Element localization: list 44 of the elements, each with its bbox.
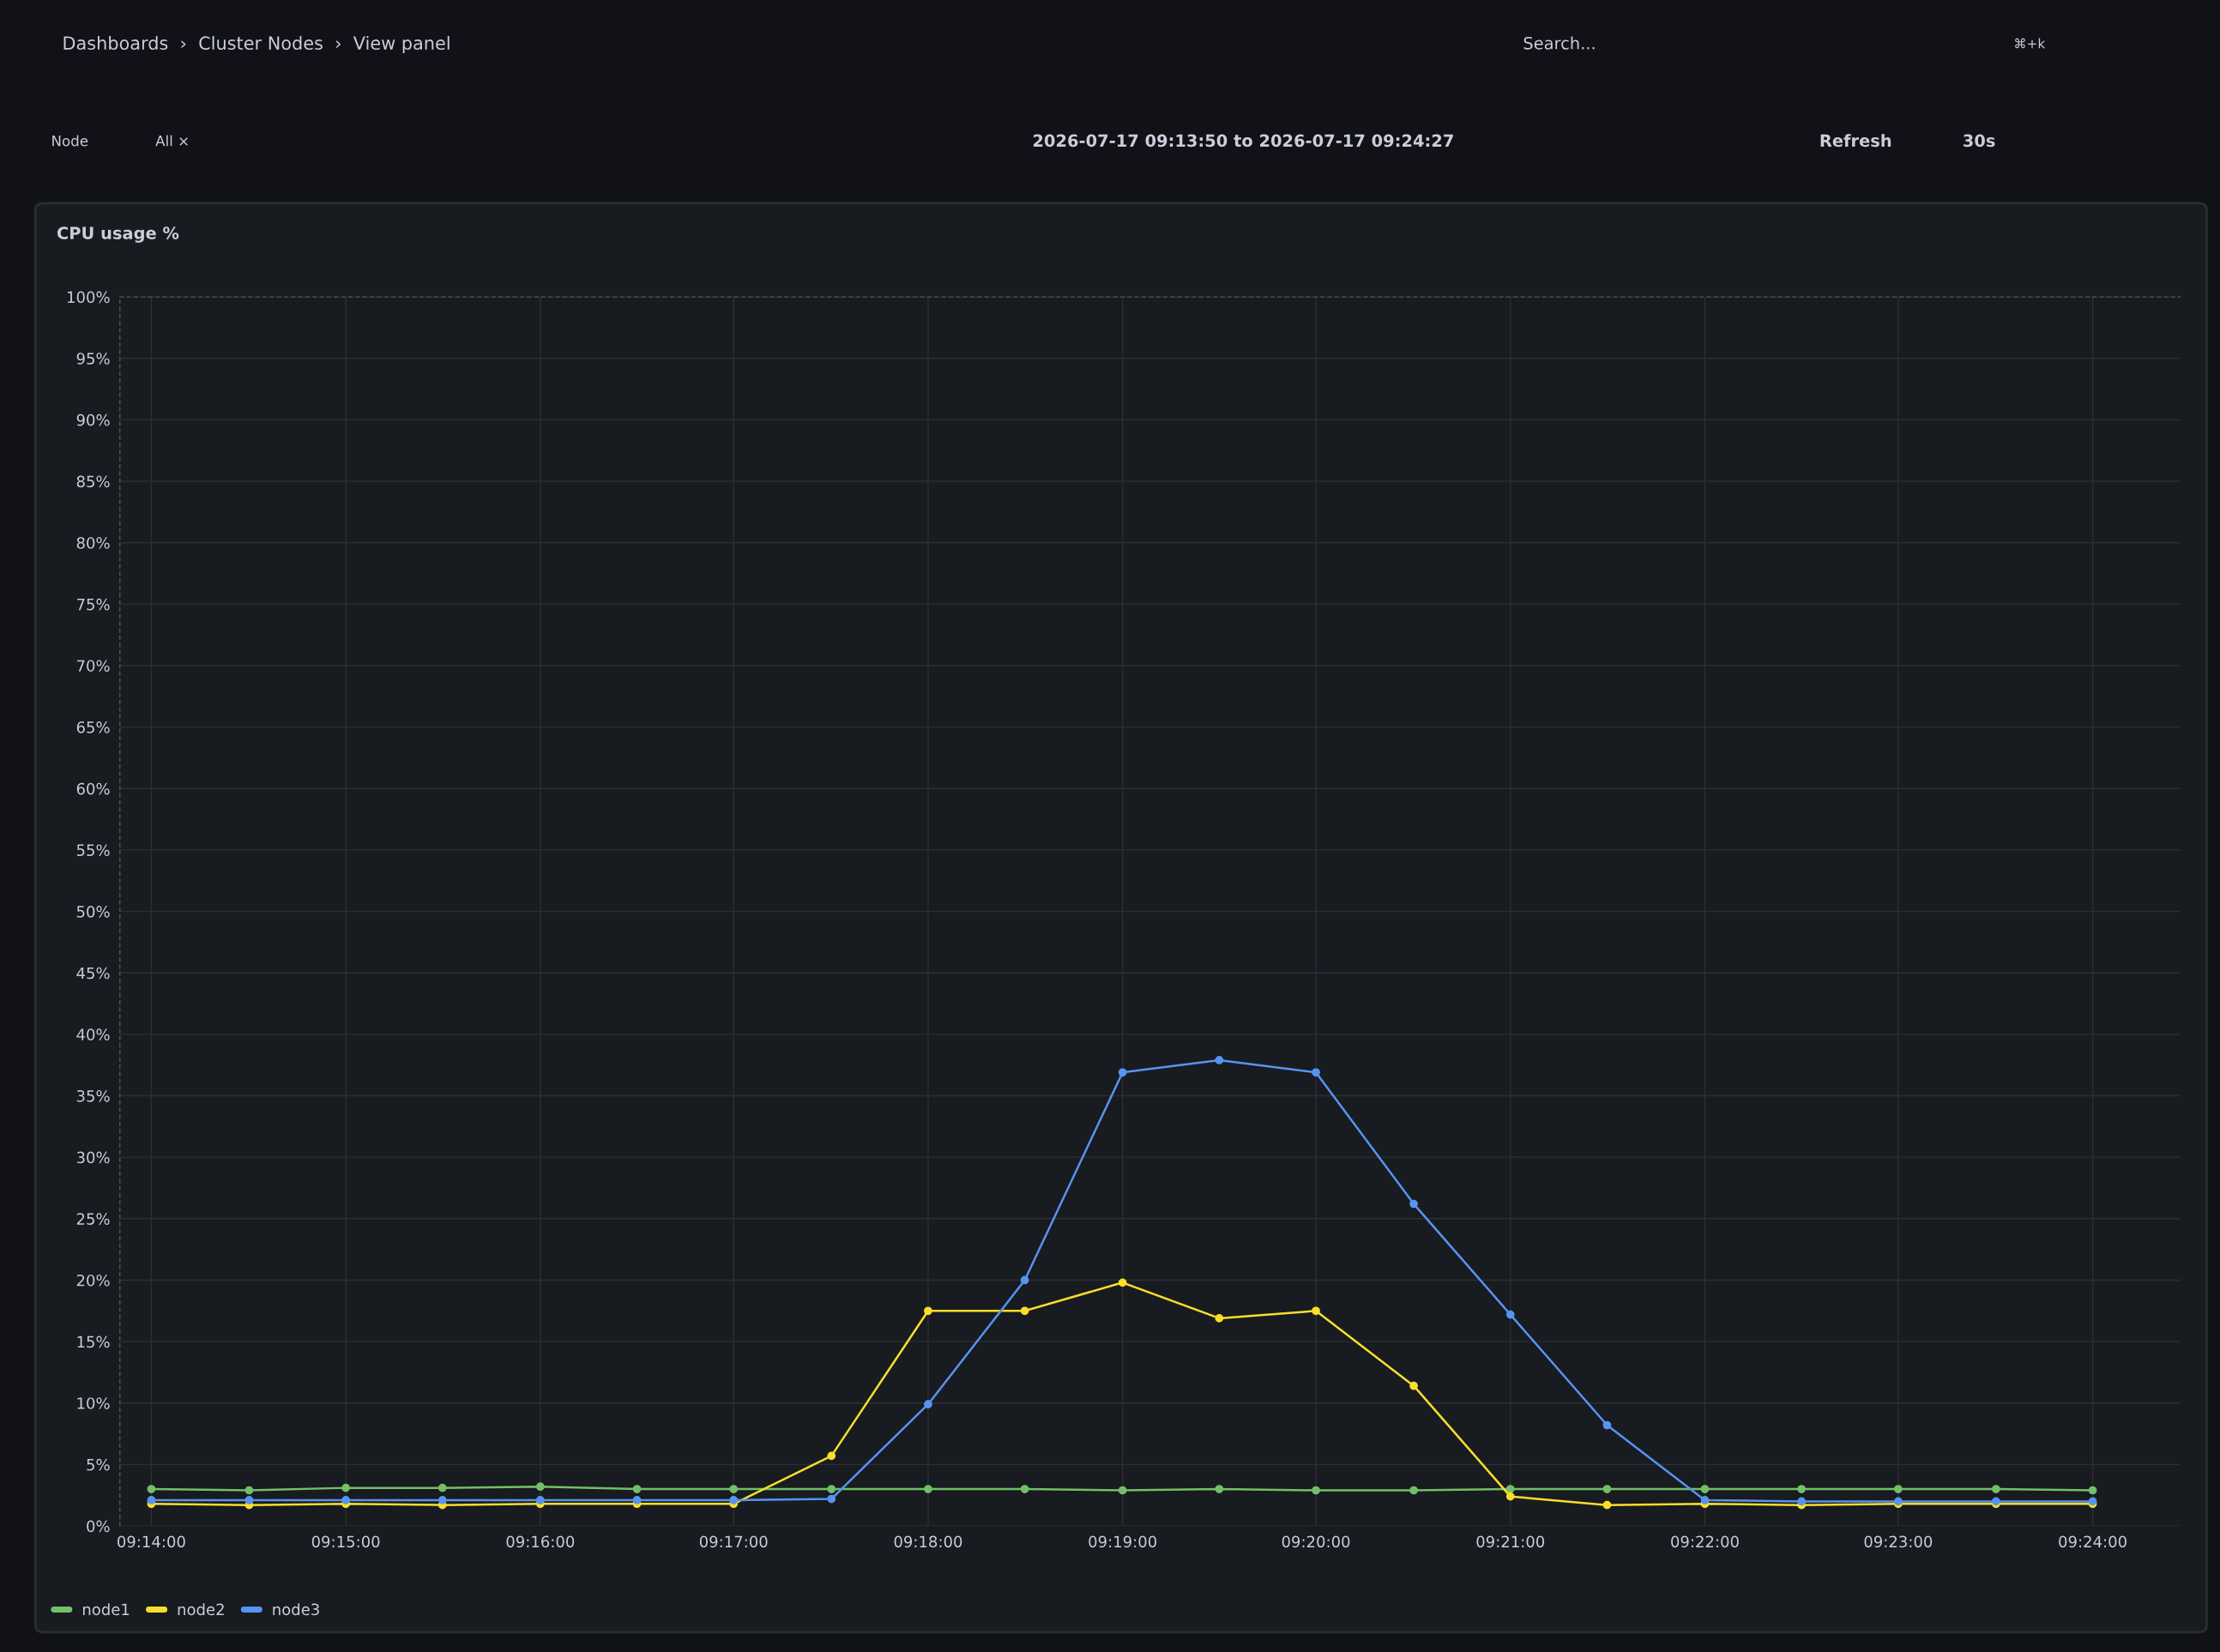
text: 2026-07-17 09:13:50 to 2026-07-17 09:24:27 xyxy=(1033,134,1453,148)
y-tick-label: 45% xyxy=(76,967,110,980)
y-tick-label: 35% xyxy=(76,1089,110,1102)
y-tick-label: 80% xyxy=(76,537,110,549)
y-tick-label: 55% xyxy=(76,844,110,857)
text: Dashboards › Cluster Nodes › View panel xyxy=(63,35,449,54)
y-tick-label: 75% xyxy=(76,598,110,611)
y-tick-label: 20% xyxy=(76,1274,110,1287)
x-tick-label: 09:18:00 xyxy=(894,1535,962,1548)
text: Node xyxy=(52,135,88,147)
text: 30s xyxy=(1964,134,1995,148)
x-tick-label: 09:20:00 xyxy=(1282,1535,1350,1548)
chart-title: CPU usage % xyxy=(57,226,179,243)
x-tick-label: 09:19:00 xyxy=(1089,1535,1157,1548)
y-tick-label: 10% xyxy=(77,1397,110,1409)
legend-label: node2 xyxy=(178,1603,224,1616)
y-tick-label: 40% xyxy=(76,1028,110,1040)
y-tick-label: 100% xyxy=(68,291,110,304)
x-tick-label: 09:14:00 xyxy=(118,1535,185,1548)
y-tick-label: 90% xyxy=(76,413,110,426)
y-tick-label: 60% xyxy=(76,782,110,795)
x-tick-label: 09:16:00 xyxy=(506,1535,575,1548)
legend-label: node1 xyxy=(82,1603,130,1616)
x-tick-label: 09:23:00 xyxy=(1864,1535,1933,1548)
y-tick-label: 50% xyxy=(76,906,110,918)
y-tick-label: 30% xyxy=(76,1151,110,1164)
x-tick-label: 09:15:00 xyxy=(311,1535,380,1548)
y-tick-label: 25% xyxy=(76,1213,110,1225)
y-tick-label: 5% xyxy=(87,1458,110,1471)
x-tick-label: 09:21:00 xyxy=(1476,1535,1545,1548)
y-tick-label: 65% xyxy=(76,721,110,733)
legend-label: node3 xyxy=(273,1603,319,1616)
text: Search... xyxy=(1523,36,1595,50)
x-tick-label: 09:22:00 xyxy=(1671,1535,1739,1548)
y-tick-label: 85% xyxy=(76,475,110,488)
y-tick-label: 95% xyxy=(76,353,110,365)
text: All × xyxy=(155,135,188,147)
y-tick-label: 0% xyxy=(87,1520,110,1533)
text: ⌘+k xyxy=(2015,38,2046,49)
text: Refresh xyxy=(1820,134,1891,148)
y-tick-label: 70% xyxy=(76,660,110,672)
x-tick-label: 09:24:00 xyxy=(2059,1535,2126,1548)
y-tick-label: 15% xyxy=(77,1335,110,1348)
x-tick-label: 09:17:00 xyxy=(699,1535,768,1548)
